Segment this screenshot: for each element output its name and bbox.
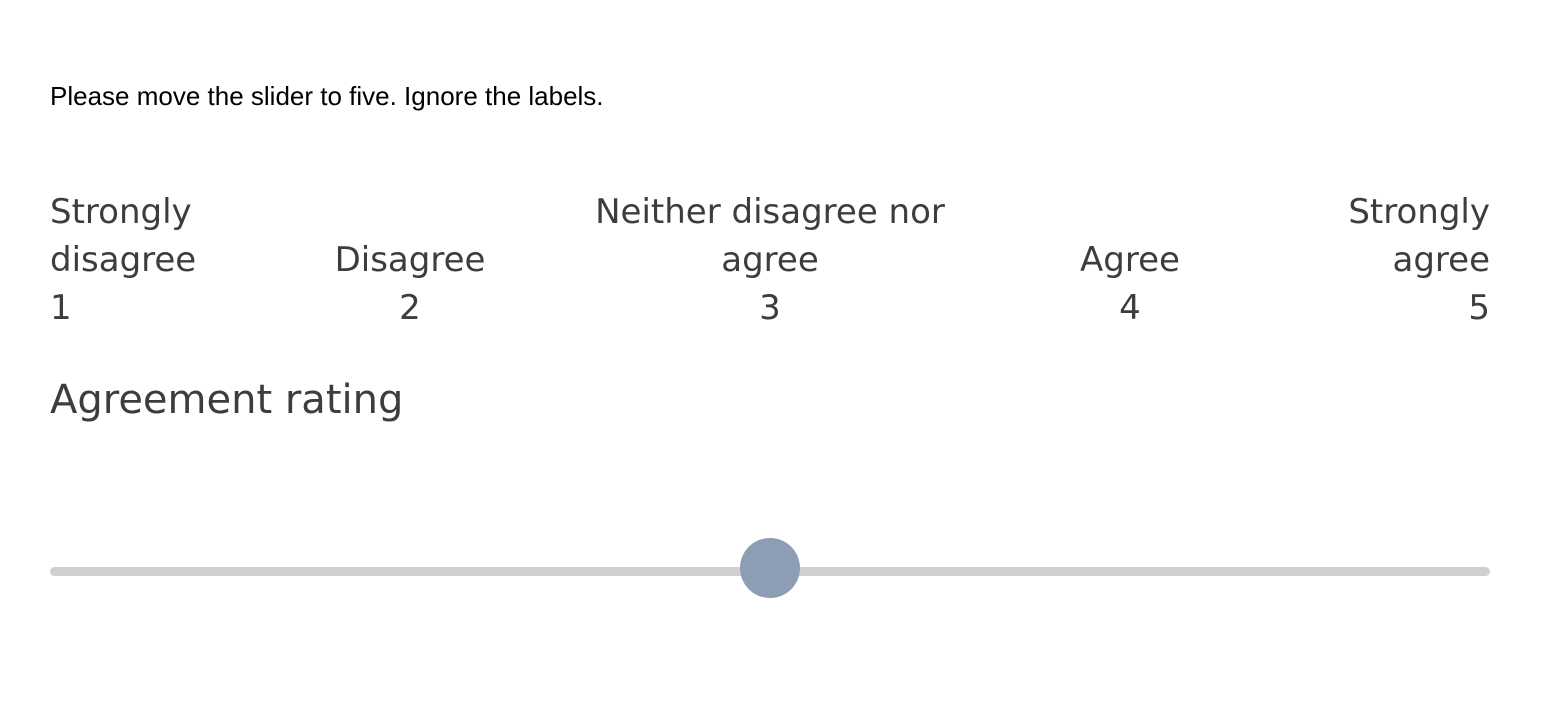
anchor-value: 3 <box>759 288 781 328</box>
anchor-label-line: Neither disagree nor <box>595 192 945 232</box>
anchor-value: 2 <box>399 288 421 328</box>
anchor-label-line: agree <box>721 240 819 280</box>
anchor-label-line: Strongly <box>50 192 192 232</box>
question-label: Agreement rating <box>50 377 404 423</box>
anchor-label-line: agree <box>1392 240 1490 280</box>
anchor-value: 5 <box>1468 288 1490 328</box>
anchor-label-line: Strongly <box>1348 192 1490 232</box>
anchor-label-line: disagree <box>50 240 197 280</box>
agreement-slider[interactable] <box>50 538 1490 604</box>
scale-labels: Strongly disagree 1 Disagree 2 Neither d… <box>50 190 1490 340</box>
anchor-value: 1 <box>50 288 72 328</box>
scale-anchor-2: Disagree 2 <box>335 236 486 332</box>
slider-handle[interactable] <box>740 538 800 598</box>
anchor-label-line: Agree <box>1080 240 1180 280</box>
scale-anchor-5: Strongly agree 5 <box>1348 188 1490 332</box>
scale-anchor-4: Agree 4 <box>1080 236 1180 332</box>
anchor-label-line: Disagree <box>334 240 486 280</box>
anchor-value: 4 <box>1119 288 1141 328</box>
scale-anchor-3: Neither disagree nor agree 3 <box>595 188 945 332</box>
scale-anchor-1: Strongly disagree 1 <box>50 188 196 332</box>
instruction-text: Please move the slider to five. Ignore t… <box>50 81 604 111</box>
